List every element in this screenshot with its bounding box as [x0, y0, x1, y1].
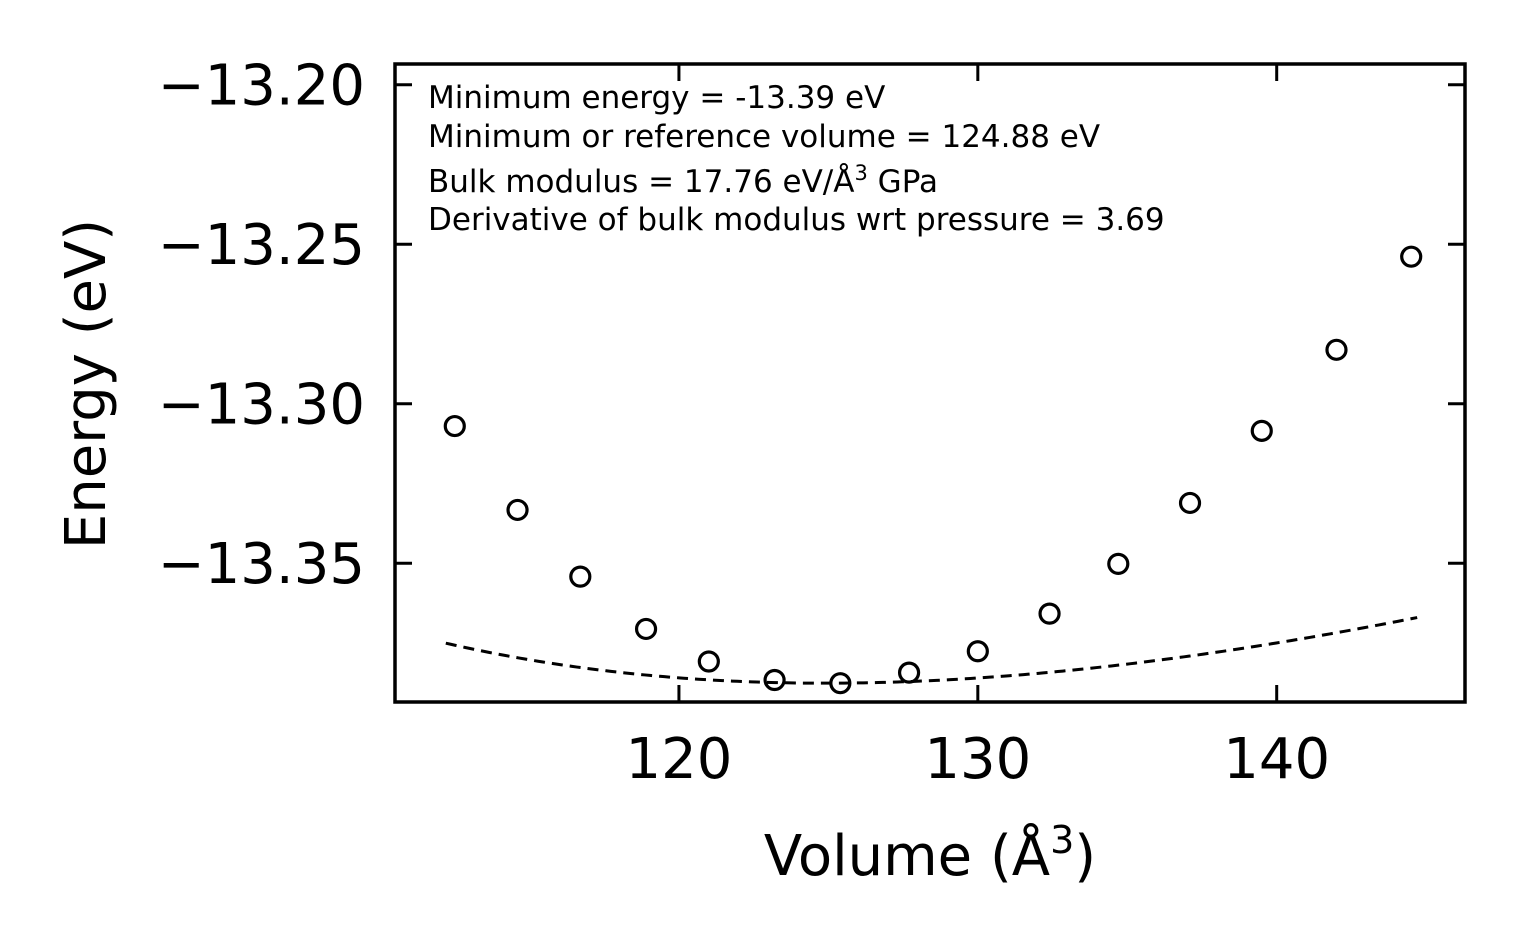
plot-frame: [393, 62, 1467, 704]
data-point: [569, 565, 592, 588]
data-point: [966, 640, 989, 663]
y-tick-label: −13.25: [158, 213, 365, 278]
data-point: [897, 661, 921, 684]
x-axis-label-sup: 3: [1050, 818, 1074, 862]
x-axis-label: Volume (Å3): [764, 818, 1096, 889]
data-point: [1178, 491, 1202, 515]
y-tick-label: −13.35: [158, 532, 365, 597]
annotation-bulk-derivative: Derivative of bulk modulus wrt pressure …: [428, 202, 1165, 238]
y-tick-label: −13.30: [158, 373, 365, 438]
x-tick-label: 120: [625, 727, 732, 792]
data-point: [1400, 245, 1423, 268]
data-point: [763, 668, 786, 692]
data-point: [506, 498, 529, 522]
data-point: [443, 414, 466, 438]
data-points: [443, 245, 1423, 695]
ticks-layer: 120 130 140 −13.20 −13.25 −13.30 −13.35: [158, 54, 1465, 792]
x-axis-label-text: Volume (Å: [764, 823, 1050, 889]
annotation-block: Minimum energy = -13.39 eV Minimum or re…: [428, 80, 1165, 238]
x-axis-label-close: ): [1074, 824, 1096, 889]
data-point: [1250, 419, 1273, 442]
x-tick-label: 130: [924, 727, 1031, 792]
data-point: [1325, 338, 1348, 361]
data-point: [829, 672, 852, 695]
annotation-bulk-modulus-tail: GPa: [868, 164, 938, 200]
data-point: [1038, 602, 1061, 625]
annotation-min-volume: Minimum or reference volume = 124.88 eV: [428, 119, 1100, 155]
data-point: [697, 650, 720, 673]
y-axis-label: Energy (eV): [54, 219, 119, 549]
data-point: [634, 617, 658, 641]
annotation-bulk-modulus-sup: 3: [854, 161, 867, 185]
data-point: [1107, 552, 1130, 575]
annotation-min-energy: Minimum energy = -13.39 eV: [428, 80, 885, 116]
annotation-bulk-modulus: Bulk modulus = 17.76 eV/Å3 GPa: [428, 161, 938, 200]
annotation-bulk-modulus-text: Bulk modulus = 17.76 eV/Å: [428, 164, 854, 200]
x-tick-label: 140: [1223, 727, 1330, 792]
y-tick-label: −13.20: [158, 54, 365, 119]
fit-curve: [445, 616, 1418, 685]
